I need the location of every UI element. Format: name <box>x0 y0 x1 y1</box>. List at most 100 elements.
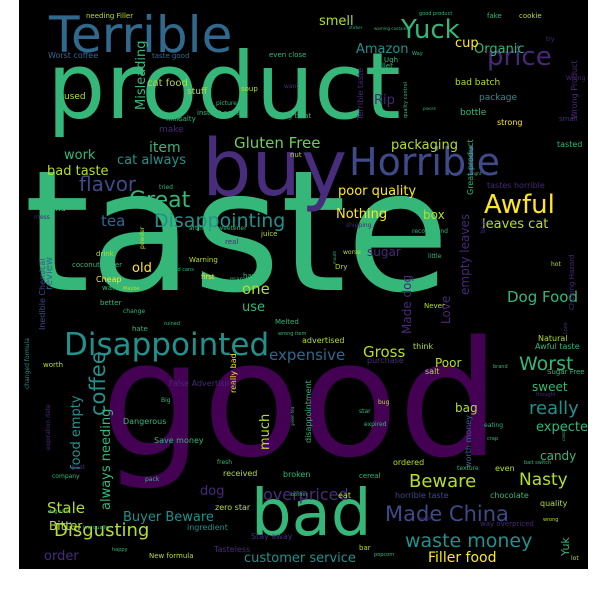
word-mess: mess <box>34 214 50 221</box>
word-package: package <box>479 93 517 103</box>
word-save-money: Save money <box>154 436 204 445</box>
word-popcorn: popcorn <box>374 552 394 558</box>
word-water: water <box>102 284 122 292</box>
word-cup: cup <box>455 36 479 51</box>
word-way-overpriced: way overpriced <box>480 520 534 528</box>
word-milk: milk <box>166 115 182 123</box>
word-advertised: advertised <box>302 336 344 345</box>
word-empty-leaves: empty leaves <box>458 214 472 295</box>
word-changed-formula: changed formula <box>24 338 31 389</box>
word-ingredient: ingredient <box>187 523 228 532</box>
word-dangerous: Dangerous <box>123 417 166 426</box>
word-bad-batch: bad batch <box>455 78 500 88</box>
word-review: review <box>44 257 55 290</box>
word-always-needing: always needing <box>99 409 114 510</box>
word-bait-switch: bait switch <box>524 460 551 466</box>
word-tasted: tasted <box>557 140 582 149</box>
word-cat-always: cat always <box>117 153 186 168</box>
word-worst-coffee: Worst coffee <box>48 51 98 60</box>
word-worst: Worst <box>519 353 573 375</box>
word-yuck: Yuck <box>400 15 460 45</box>
word-big: Big <box>161 397 171 404</box>
word-nasty: Nasty <box>519 470 568 490</box>
word-waste-money: waste money <box>405 530 532 552</box>
word-coconut-water: coconut water <box>72 261 122 269</box>
word-cloud-frame: taste good product buy bad Terrible Horrible Di… <box>19 0 588 569</box>
word-packaging: packaging <box>391 138 458 153</box>
word-expiration-date: expiration date <box>45 404 52 450</box>
word-nothing: Nothing <box>336 207 387 222</box>
word-much: much <box>258 414 273 450</box>
word-salt: salt <box>425 367 439 376</box>
word-taste: taste <box>24 134 450 330</box>
word-bad-taste: bad taste <box>47 164 109 179</box>
word-wrong-product: Wrong Product <box>566 75 588 82</box>
word-small: small <box>559 115 578 123</box>
word-bag: bag <box>455 401 478 415</box>
word-tried: tried <box>159 184 173 191</box>
word-use: use <box>242 300 265 315</box>
word-poor-quality: poor quality <box>338 184 416 199</box>
word-really-bad: really bad <box>229 353 238 393</box>
word-expected: expected <box>536 420 588 435</box>
word-ordered: ordered <box>393 458 424 467</box>
word-beware: Beware <box>409 471 476 492</box>
word-zero-star: zero star <box>215 503 251 512</box>
word-buyer-beware: Buyer Beware <box>123 510 214 525</box>
word-received: received <box>223 469 257 478</box>
word-even: even <box>495 464 515 473</box>
word-price: price <box>487 42 552 72</box>
word-misleading: Misleading <box>134 40 149 110</box>
word-great: Great <box>129 188 191 213</box>
word-soup: soup <box>241 85 258 93</box>
word-yuk: Yuk <box>559 537 572 557</box>
word-horrible: Horrible <box>349 140 500 184</box>
word-eat: eat <box>338 491 351 500</box>
word-made-china: Made China <box>385 502 509 526</box>
word-needing-filler: needing Filler <box>86 12 133 20</box>
word-first: first <box>201 273 215 281</box>
word-expired: expired <box>364 421 387 428</box>
word-crap: crap <box>487 436 498 442</box>
word-really: really <box>529 398 579 419</box>
word-expensive: expensive <box>269 346 345 364</box>
word-work: work <box>64 148 96 163</box>
word-bar: bar <box>359 544 371 552</box>
word-happy: happy <box>112 547 128 553</box>
word-smell: smell <box>319 14 354 29</box>
word-false-advertising: False Advertising <box>169 379 237 388</box>
word-change: change <box>123 308 145 315</box>
word-eating: eating <box>484 422 503 429</box>
word-lot: lot <box>571 555 579 562</box>
word-flavor: flavor <box>79 172 137 196</box>
word-tastes-horrible: tastes horrible <box>487 181 545 190</box>
word-gluten-free: Gluten Free <box>234 134 321 152</box>
word-brand: brand <box>493 364 508 370</box>
word-used: used <box>64 92 86 102</box>
word-worth: worth <box>43 361 63 369</box>
word-tasteless: Tasteless <box>213 545 250 554</box>
word-chocolate: chocolate <box>490 491 529 500</box>
word-strong: strong <box>497 118 522 127</box>
word-artificial-sweetener: artificial sweetener <box>189 225 247 232</box>
word-hot: hot <box>551 261 561 268</box>
word-stale: Stale <box>47 499 85 517</box>
word-new-formula: New formula <box>149 552 194 560</box>
word-cereal: cereal <box>359 472 380 480</box>
word-natural: Natural <box>538 334 568 343</box>
word-way: Way <box>412 51 423 57</box>
word-wrong-product: Wrong Product <box>570 60 579 119</box>
word-organic: Organic <box>474 42 525 57</box>
word-dog: dog <box>200 484 224 499</box>
word-shipping: shipping <box>346 222 372 229</box>
word-salty: salty <box>179 115 196 123</box>
word-disappointing: Disappointing <box>154 210 285 232</box>
word-bitter: Bitter <box>49 519 82 533</box>
word-weak: weak <box>418 516 431 522</box>
word-tea: tea <box>101 212 125 230</box>
word-choking-hazard: Choking Hazard <box>568 255 576 310</box>
word-terrible: Terrible <box>48 6 232 64</box>
word-worth-money: worth money <box>464 415 473 468</box>
word-dry: Dry <box>335 263 347 271</box>
